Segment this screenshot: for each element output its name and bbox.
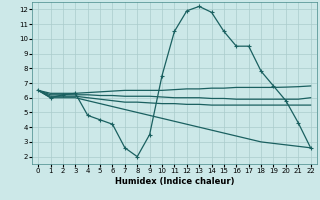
X-axis label: Humidex (Indice chaleur): Humidex (Indice chaleur) — [115, 177, 234, 186]
